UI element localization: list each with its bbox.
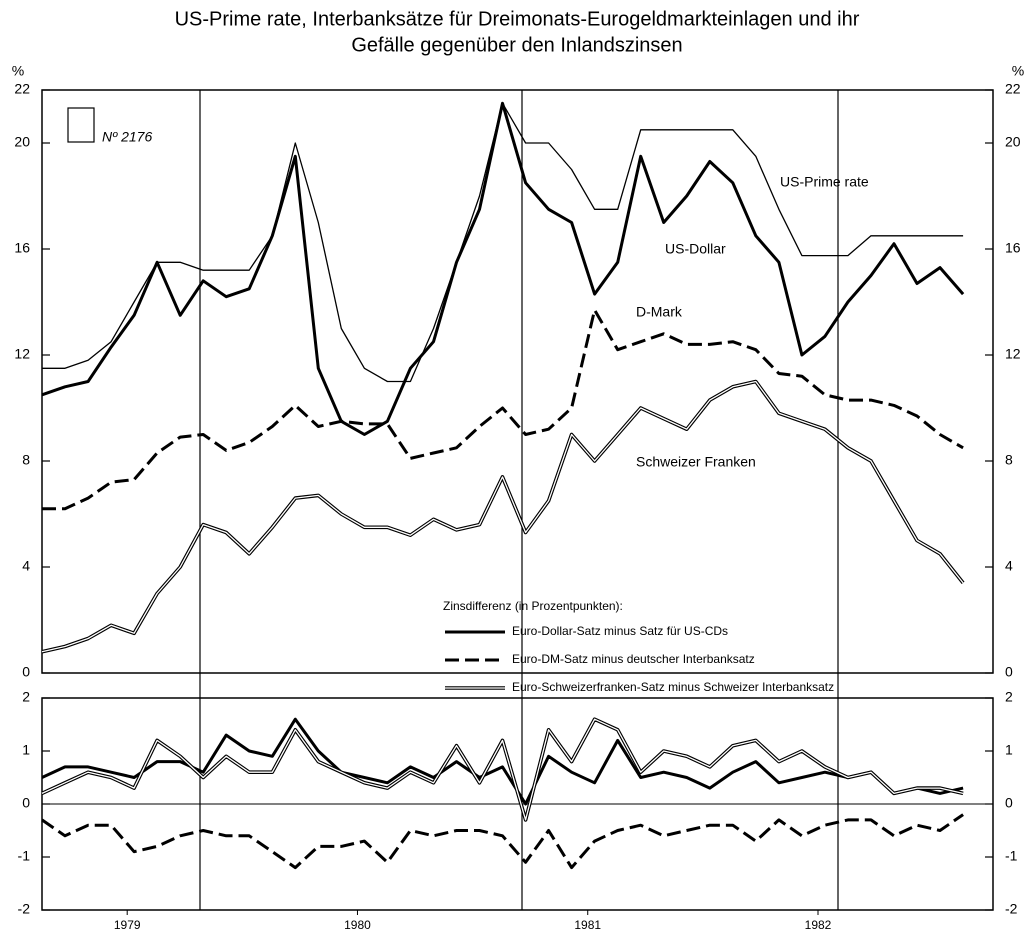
chart-title: US-Prime rate, Interbanksätze für Dreimo…	[175, 8, 860, 30]
y-tick-label: 2	[1005, 689, 1013, 705]
x-tick-label: 1982	[805, 918, 832, 932]
y-tick-label: -1	[1005, 848, 1018, 864]
y-tick-label: 16	[1005, 240, 1021, 256]
y-tick-label: -2	[18, 901, 31, 917]
series-line	[42, 308, 964, 511]
y-tick-label: 8	[22, 452, 30, 468]
y-tick-label: 20	[1005, 134, 1021, 150]
y-tick-label: -1	[18, 848, 31, 864]
series-line	[42, 102, 964, 383]
logo	[67, 107, 95, 143]
series-label: US-Dollar	[665, 241, 726, 257]
x-tick-label: 1980	[344, 918, 371, 932]
y-tick-label: 2	[22, 689, 30, 705]
y-tick-label: 16	[14, 240, 30, 256]
series-line	[41, 813, 964, 870]
series-line	[41, 101, 965, 436]
legend-label: Euro-Schweizerfranken-Satz minus Schweiz…	[512, 680, 834, 694]
series-label: US-Prime rate	[780, 174, 869, 190]
series-line	[41, 380, 964, 653]
series-line	[41, 718, 964, 821]
x-tick-label: 1979	[114, 918, 141, 932]
chart-title: Gefälle gegenüber den Inlandszinsen	[351, 34, 682, 56]
y-tick-label: 0	[1005, 664, 1013, 680]
legend-label: Euro-DM-Satz minus deutscher Interbanksa…	[512, 652, 755, 666]
series-label: Schweizer Franken	[636, 454, 756, 470]
y-tick-label: 4	[1005, 558, 1013, 574]
series-line	[41, 717, 964, 806]
y-tick-label: 0	[1005, 795, 1013, 811]
badge: Nº 2176	[102, 129, 152, 145]
legend-title: Zinsdifferenz (in Prozentpunkten):	[443, 599, 623, 613]
y-tick-label: 12	[1005, 346, 1021, 362]
y-tick-label: 20	[14, 134, 30, 150]
y-tick-label: 0	[22, 795, 30, 811]
y-tick-label: 22	[1005, 81, 1021, 97]
y-axis-label: %	[12, 63, 24, 79]
y-tick-label: 8	[1005, 452, 1013, 468]
y-tick-label: 1	[22, 742, 30, 758]
y-tick-label: 1	[1005, 742, 1013, 758]
y-axis-label: %	[1012, 63, 1024, 79]
y-tick-label: 22	[14, 81, 30, 97]
y-tick-label: 12	[14, 346, 30, 362]
series-label: D-Mark	[636, 304, 683, 320]
y-tick-label: -2	[1005, 901, 1018, 917]
plot-frame	[41, 89, 994, 674]
y-tick-label: 4	[22, 558, 30, 574]
x-tick-label: 1981	[574, 918, 601, 932]
y-tick-label: 0	[22, 664, 30, 680]
legend-label: Euro-Dollar-Satz minus Satz für US-CDs	[512, 624, 728, 638]
